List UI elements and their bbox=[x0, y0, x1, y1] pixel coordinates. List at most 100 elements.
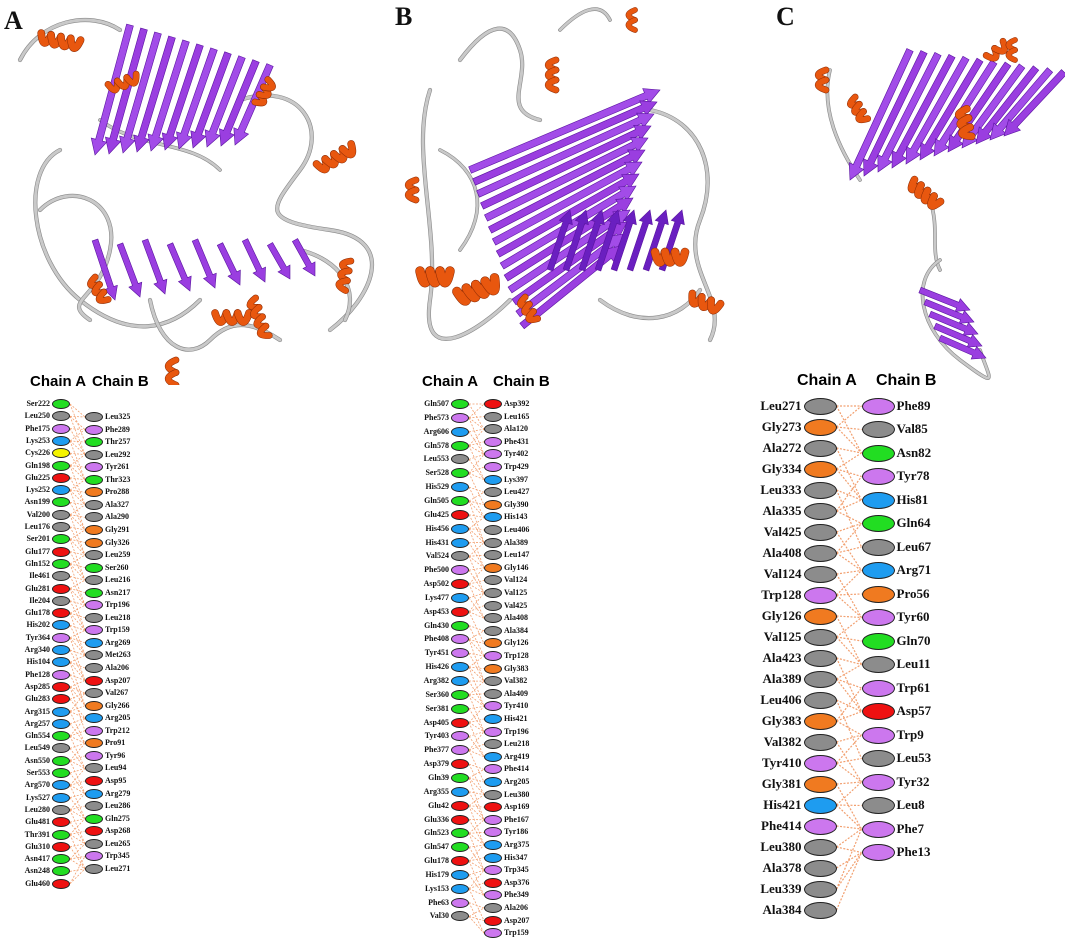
chain-b-residue-pro288 bbox=[85, 487, 103, 498]
chain-b-residue-ala290 bbox=[85, 512, 103, 523]
chain-b-label: Gly390 bbox=[504, 499, 529, 509]
chain-b-label: Ala327 bbox=[105, 499, 129, 509]
chain-a-label: Lys153 bbox=[424, 883, 449, 893]
interaction-line bbox=[468, 583, 485, 619]
interaction-line bbox=[468, 639, 485, 657]
interaction-line bbox=[69, 821, 86, 844]
interaction-line bbox=[468, 832, 485, 834]
chain-b-residue-his347 bbox=[484, 852, 502, 863]
interaction-line bbox=[836, 546, 862, 554]
interaction-line bbox=[836, 594, 862, 618]
chain-b-residue-his421 bbox=[484, 714, 502, 724]
chain-a-label: Glu178 bbox=[25, 608, 50, 618]
chain-a-residue-gly273 bbox=[803, 418, 837, 436]
chain-b-residue-leu8 bbox=[861, 797, 895, 814]
coil bbox=[921, 258, 991, 380]
panel-label-b: B bbox=[395, 2, 413, 31]
chain-b-label: Gln64 bbox=[896, 515, 931, 531]
interaction-line bbox=[468, 844, 485, 862]
interaction-line bbox=[69, 809, 86, 819]
chain-b-residue-leu53 bbox=[861, 750, 895, 767]
chain-a-label: Ala384 bbox=[762, 901, 802, 917]
helix-turn bbox=[405, 187, 419, 203]
interaction-line bbox=[69, 489, 86, 506]
chain-a-label: Gln554 bbox=[25, 731, 50, 741]
chain-a-label: Glu225 bbox=[25, 472, 50, 482]
chain-b-label: Phe13 bbox=[896, 844, 931, 860]
chain-a-residue-gln547 bbox=[451, 842, 469, 853]
beta-strand bbox=[891, 53, 956, 169]
interaction-line bbox=[468, 819, 485, 834]
interaction-line bbox=[69, 742, 86, 749]
chain-b-residue-val382 bbox=[484, 676, 502, 687]
chain-b-label: Tyr32 bbox=[896, 773, 930, 789]
interaction-line bbox=[468, 592, 485, 599]
chain-b-title-b: Chain B bbox=[493, 373, 550, 390]
chain-a-residue-gly334 bbox=[803, 460, 837, 478]
interaction-line bbox=[468, 417, 485, 430]
interaction-line bbox=[836, 852, 862, 890]
chain-a-label: Lys253 bbox=[25, 435, 50, 445]
chain-b-residue-asp207 bbox=[484, 915, 502, 926]
chain-b-residue-val85 bbox=[861, 421, 895, 438]
interaction-line bbox=[69, 563, 86, 581]
chain-a-label: Arg606 bbox=[423, 426, 449, 436]
chain-b-label: Leu286 bbox=[105, 801, 131, 811]
beta-strand bbox=[491, 161, 643, 246]
chain-a-residue-phe128 bbox=[52, 669, 70, 680]
chain-b-residue-trp61 bbox=[861, 679, 895, 697]
chain-b-label: Trp429 bbox=[504, 462, 529, 472]
chain-b-label: Lys397 bbox=[504, 474, 529, 484]
helix-turn bbox=[67, 34, 84, 52]
chain-a-label: Glu281 bbox=[25, 583, 50, 593]
chain-a-label: Gln39 bbox=[428, 772, 449, 782]
chain-a-label: Phe377 bbox=[424, 745, 449, 755]
chain-a-label: Gln547 bbox=[424, 842, 449, 852]
interaction-line bbox=[69, 674, 86, 681]
interaction-line bbox=[468, 694, 485, 707]
chain-b-residue-tyr78 bbox=[861, 468, 895, 485]
interaction-line bbox=[468, 693, 485, 696]
interaction-line bbox=[69, 755, 86, 762]
interaction-line bbox=[468, 431, 485, 455]
interaction-line bbox=[69, 662, 86, 681]
chain-a-label: Glu336 bbox=[424, 814, 449, 824]
interaction-line bbox=[468, 556, 485, 569]
interaction-line bbox=[69, 604, 86, 614]
chain-a-label: Tyr451 bbox=[424, 648, 449, 658]
interaction-line bbox=[468, 454, 485, 474]
chain-b-residue-ala409 bbox=[484, 688, 502, 699]
chain-a-label: Asn199 bbox=[24, 497, 50, 507]
chain-b-label: Gly291 bbox=[105, 524, 130, 534]
chain-a-residue-lys153 bbox=[451, 883, 469, 894]
interaction-line bbox=[835, 405, 863, 454]
interaction-line bbox=[836, 828, 862, 848]
interaction-line bbox=[69, 692, 86, 712]
chain-b-residue-leu292 bbox=[85, 449, 103, 460]
chain-b-residue-phe89 bbox=[861, 397, 895, 415]
chain-a-title-a: Chain A bbox=[30, 373, 87, 390]
interaction-line bbox=[468, 416, 485, 419]
interaction-line bbox=[836, 734, 862, 764]
interaction-line bbox=[69, 692, 86, 700]
chain-b-label: Tyr261 bbox=[105, 462, 130, 472]
chain-b-residue-asp268 bbox=[85, 826, 103, 837]
helix-turn bbox=[815, 77, 829, 93]
interaction-line bbox=[468, 731, 485, 737]
chain-a-label: Phe63 bbox=[428, 897, 449, 907]
chain-b-label: Ala290 bbox=[105, 512, 129, 522]
chain-b-residue-his81 bbox=[861, 491, 895, 509]
chain-b-label: Leu406 bbox=[504, 525, 530, 535]
protein-structure-c bbox=[814, 37, 1065, 380]
chain-a-title-b: Chain A bbox=[422, 373, 479, 390]
chain-b-label: Tyr78 bbox=[896, 468, 930, 484]
chain-a-residue-asp453 bbox=[451, 606, 469, 617]
interaction-line bbox=[468, 846, 485, 871]
interaction-line bbox=[69, 780, 86, 786]
chain-b-label: Arg269 bbox=[105, 637, 131, 647]
interaction-line bbox=[69, 551, 86, 581]
chain-b-residue-ala120 bbox=[484, 424, 502, 435]
chain-b-residue-asn82 bbox=[861, 444, 895, 462]
chain-a-label: Asn417 bbox=[24, 854, 50, 864]
